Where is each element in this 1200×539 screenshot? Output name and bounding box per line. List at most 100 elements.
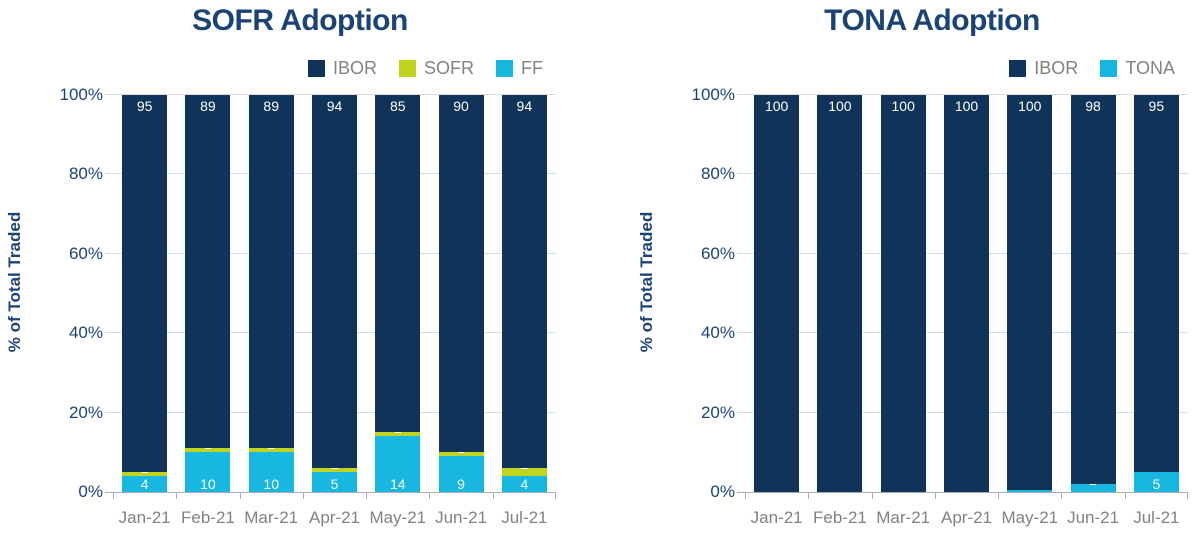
bar-segment-ff	[375, 436, 421, 492]
bar-value-label: 100	[828, 98, 852, 114]
legend-swatch-ibor	[1009, 59, 1027, 77]
bar-segment-ibor	[880, 95, 926, 492]
bar-segment-sofr	[185, 448, 231, 453]
bar-segment-ff	[438, 456, 484, 492]
x-tick-mark	[872, 492, 873, 499]
bar-value-label: 14	[389, 476, 406, 492]
x-axis-line	[105, 492, 556, 493]
bar-segment-ibor	[185, 95, 231, 449]
bar-segment-sofr	[501, 468, 547, 477]
bar-segment-ibor	[1133, 95, 1179, 473]
x-tick-mark	[1125, 492, 1126, 499]
x-tick-mark	[935, 492, 936, 499]
x-tick-mark	[808, 492, 809, 499]
bar-value-label: 94	[326, 98, 343, 114]
legend-swatch-ibor	[307, 59, 325, 77]
legend-label: SOFR	[423, 58, 474, 78]
bar-segment-tona	[1070, 484, 1116, 492]
legend-item-ibor: IBOR	[307, 58, 377, 78]
bar-segment-ibor	[438, 95, 484, 453]
x-tick-label: Mar-21	[244, 508, 299, 527]
plot-area: Jan-21 Feb-21 Mar-21 Apr-21 May-21 Jun-21 Jul-…	[737, 94, 1188, 527]
x-tick-mark	[429, 492, 430, 499]
bar-segment-ibor	[501, 95, 547, 469]
x-tick-mark	[555, 492, 556, 499]
x-tick-label: Apr-21	[940, 508, 993, 527]
bar-segment-sofr	[438, 452, 484, 457]
bar-segment-ibor	[754, 95, 800, 492]
bar-value-label: 10	[200, 476, 216, 492]
bar-value-label: 95	[1148, 98, 1165, 114]
y-tick-label: 0%	[710, 482, 735, 501]
y-tick-label: 100%	[691, 85, 735, 104]
x-tick-label: Jun-21	[435, 508, 488, 527]
bar-value-label: 9	[457, 476, 465, 492]
gridline	[105, 94, 556, 95]
bar-segment-ibor	[817, 95, 863, 492]
y-tick-label: 100%	[59, 85, 103, 104]
plot-area: Jan-21 Feb-21 Mar-21 Apr-21 May-21 Jun-21 Jul-…	[105, 94, 556, 527]
y-tick-label: 60%	[700, 243, 735, 263]
x-tick-mark	[303, 492, 304, 499]
legend-item-tona: TONA	[1100, 59, 1175, 77]
legend-swatch-tona	[1100, 59, 1118, 77]
legend-label: IBOR	[332, 58, 377, 78]
y-tick-label: 80%	[700, 164, 735, 184]
legend-label: FF	[521, 58, 543, 78]
bar-segment-ibor	[122, 95, 168, 473]
bar-segment-ff	[185, 452, 231, 492]
bar-value-label: 89	[200, 98, 216, 114]
tona-adoption-chart: TONA Adoption IBOR TONA % of Total Traded…	[632, 0, 1200, 539]
x-tick-label: Feb-21	[180, 508, 235, 527]
legend-swatch-sofr	[398, 59, 416, 77]
x-tick-mark	[240, 492, 241, 499]
x-tick-label: Apr-21	[308, 508, 361, 527]
bar-segment-ibor	[1070, 95, 1116, 485]
bar-value-label: 100	[764, 98, 789, 114]
bar-value-label: 100	[1018, 98, 1042, 114]
x-tick-label: Jul-21	[501, 508, 548, 527]
x-tick-label: May-21	[369, 508, 427, 527]
gridline	[737, 94, 1188, 95]
y-axis-title: % of Total Traded	[5, 211, 24, 353]
x-tick-label: Mar-21	[876, 508, 931, 527]
bar-segment-ff	[312, 472, 357, 492]
chart-title: TONA Adoption	[824, 4, 1040, 37]
bar-value-label: 5	[330, 476, 339, 492]
y-tick-label: 40%	[700, 323, 735, 343]
y-tick-label: 20%	[700, 402, 735, 422]
legend-item-ff: FF	[496, 59, 543, 77]
bar-segment-ibor	[1007, 95, 1053, 490]
bar-value-label: 85	[389, 98, 406, 114]
chart-title: SOFR Adoption	[192, 4, 408, 37]
x-tick-mark	[1061, 492, 1062, 499]
x-axis-line	[737, 492, 1188, 493]
legend-item-ibor: IBOR	[1009, 59, 1078, 77]
bar-value-label: 10	[263, 476, 279, 492]
bar-segment-tona	[1133, 472, 1179, 492]
x-tick-mark	[176, 492, 177, 499]
bar-segment-ibor	[375, 95, 421, 433]
x-tick-label: Jun-21	[1067, 508, 1120, 527]
legend-swatch-ff	[496, 59, 513, 77]
y-tick-label: 20%	[68, 402, 103, 422]
bar-value-label: 5	[1152, 476, 1161, 492]
legend: IBOR SOFR FF	[307, 58, 543, 78]
y-tick-label: 60%	[68, 243, 103, 263]
x-tick-mark	[493, 492, 494, 499]
bar-value-label: 4	[140, 476, 149, 492]
bar-value-label: 4	[520, 476, 529, 492]
x-tick-mark	[366, 492, 367, 499]
x-tick-label: May-21	[1001, 508, 1059, 527]
x-tick-label: Jan-21	[118, 508, 171, 527]
bar-segment-ibor	[312, 95, 357, 469]
bar-segment-ibor	[944, 95, 989, 492]
bar-segment-sofr	[375, 432, 421, 437]
legend-label: TONA	[1125, 58, 1175, 78]
x-tick-label: Jul-21	[1133, 508, 1180, 527]
bar-segment-ff	[501, 476, 547, 492]
x-tick-mark	[113, 492, 114, 499]
x-tick-label: Jan-21	[750, 508, 803, 527]
legend: IBOR TONA	[1009, 59, 1175, 77]
